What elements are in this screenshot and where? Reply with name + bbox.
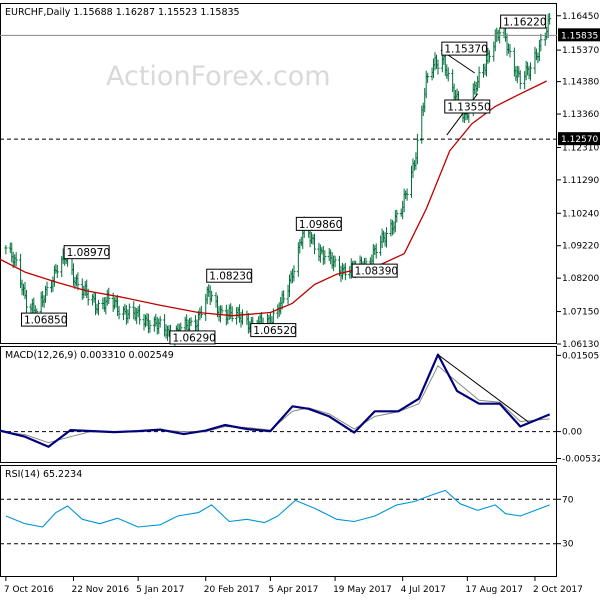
rsi-tick-label: 30 — [562, 540, 574, 550]
current-price-box — [558, 28, 600, 42]
macd-tick-label: 0.015052 — [562, 351, 600, 361]
price-axis-ticks: 1.16450 1.15370 1.14380 1.13360 1.12310 1.112… — [557, 12, 599, 350]
annotation-label: 1.08390 — [355, 266, 398, 278]
macd-panel-header: MACD(12,26,9) 0.003310 0.002549 — [5, 350, 174, 361]
price-tick-label: 1.09220 — [562, 242, 599, 252]
rsi-lines: 70 30 — [0, 489, 574, 550]
current-price-label: 1.15835 — [561, 31, 598, 41]
annotation-label: 1.08230 — [209, 271, 252, 283]
current-price-marker: 1.15835 1.12570 — [558, 28, 600, 146]
annotation-label: 1.06290 — [172, 332, 215, 344]
rsi-panel-frame — [0, 465, 557, 577]
price-tick-label: 1.06130 — [562, 340, 599, 350]
annotation-label: 1.09860 — [299, 219, 342, 231]
annotation-box — [21, 312, 68, 327]
x-tick-label: 5 Jan 2017 — [136, 585, 184, 595]
x-tick-label: 19 May 2017 — [333, 585, 392, 595]
annotation-label: 1.13550 — [447, 102, 490, 114]
price-tick-label: 1.14380 — [562, 78, 599, 88]
x-tick-label: 4 Jul 2017 — [401, 585, 446, 595]
price-tick-label: 1.08200 — [562, 274, 599, 284]
rsi-line — [5, 489, 550, 528]
price-annotations: 1.08970 1.06850 1.06290 1.08230 1.06520 1.098… — [21, 14, 547, 345]
macd-line — [0, 353, 551, 448]
annotation-box — [441, 41, 488, 56]
price-panel-frame — [0, 3, 557, 344]
moving-average-line — [0, 80, 547, 317]
annotation-box — [206, 268, 253, 283]
x-tick-label: 22 Nov 2016 — [71, 585, 129, 595]
x-tick-label: 20 Feb 2017 — [204, 585, 260, 595]
price-tick-label: 1.11290 — [562, 176, 599, 186]
annotation-box — [63, 245, 110, 260]
support-price-box — [558, 132, 600, 146]
watermark: ActionForex.com — [106, 61, 331, 92]
annotation-box — [351, 263, 398, 278]
macd-panel-frame — [0, 346, 557, 463]
macd-tick-label: 0.00 — [562, 428, 582, 438]
support-price-label: 1.12570 — [561, 135, 598, 145]
price-tick-label: 1.13360 — [562, 110, 599, 120]
x-tick-label: 5 Apr 2017 — [268, 585, 318, 595]
annotation-label: 1.06850 — [24, 315, 67, 327]
price-tick-label: 1.15370 — [562, 46, 599, 56]
annotation-label: 1.15370 — [444, 44, 487, 56]
annotation-box — [295, 216, 342, 231]
price-tick-label: 1.16450 — [562, 12, 599, 22]
x-tick-label: 7 Oct 2016 — [4, 585, 54, 595]
annotation-label: 1.16220 — [503, 17, 546, 29]
annotation-label: 1.06520 — [253, 325, 296, 337]
price-tick-label: 1.07150 — [562, 308, 599, 318]
rsi-panel-header: RSI(14) 65.2234 — [5, 469, 82, 480]
rsi-tick-label: 70 — [562, 495, 574, 505]
macd-lines: 0.015052 0.00 -0.005321 — [0, 351, 600, 465]
annotation-label: 1.08970 — [67, 247, 110, 259]
annotation-box — [169, 330, 216, 345]
macd-trendline — [437, 354, 530, 423]
price-panel-header: EURCHF,Daily 1.15688 1.16287 1.15523 1.1… — [5, 7, 240, 18]
annotation-box — [500, 14, 547, 29]
x-tick-label: 17 Aug 2017 — [465, 585, 523, 595]
x-axis: 7 Oct 2016 22 Nov 2016 5 Jan 2017 20 Feb 20… — [4, 577, 583, 595]
price-tick-label: 1.12310 — [562, 143, 599, 153]
macd-tick-label: -0.005321 — [562, 455, 600, 465]
moving-average — [0, 80, 547, 317]
x-tick-label: 2 Oct 2017 — [533, 585, 583, 595]
price-tick-label: 1.10240 — [562, 209, 599, 219]
annotation-box — [444, 99, 491, 114]
annotation-box — [250, 323, 297, 338]
